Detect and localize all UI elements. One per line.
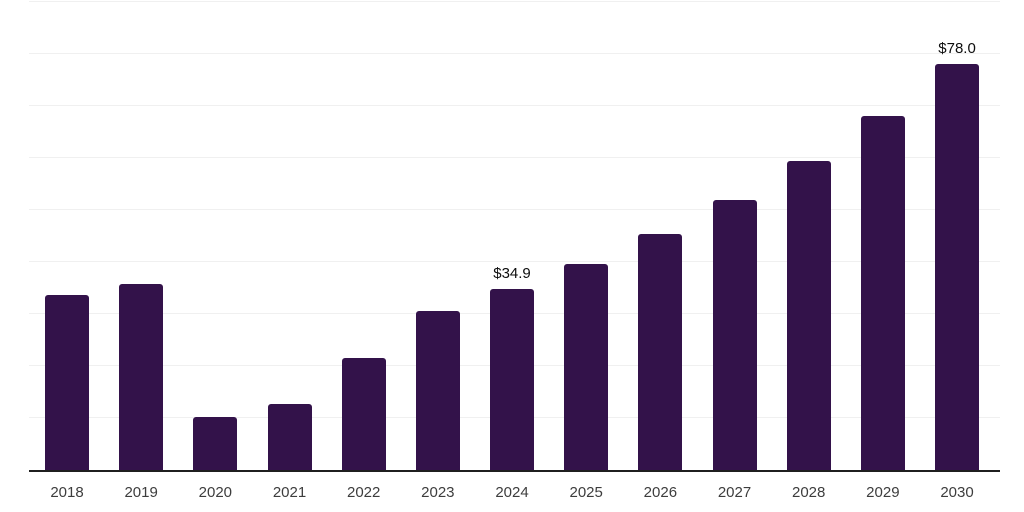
x-tick-label-2023: 2023 <box>421 484 455 501</box>
bar-2028 <box>786 160 831 470</box>
gridline-60 <box>29 157 1000 158</box>
x-tick-label-2022: 2022 <box>346 484 381 501</box>
bar-2020 <box>193 417 238 470</box>
x-tick-label-2028: 2028 <box>792 484 826 501</box>
bar-value-label-2030: $78.0 <box>938 40 976 58</box>
bar-2021 <box>267 404 312 470</box>
bar-2030 <box>935 64 980 470</box>
gridline-90 <box>29 1 1000 2</box>
gridline-50 <box>29 209 1000 210</box>
bar-2022 <box>341 357 386 470</box>
bar-value-label-2024: $34.9 <box>493 264 531 282</box>
gridline-80 <box>29 53 1000 54</box>
x-axis-line <box>29 470 1000 472</box>
bar-2026 <box>638 233 683 470</box>
x-tick-label-2030: 2030 <box>940 484 974 501</box>
gridline-70 <box>29 105 1000 106</box>
plot-area: $34.9 $78.0 <box>29 1 1000 472</box>
bar-2019 <box>119 284 164 470</box>
x-tick-label-2020: 2020 <box>198 484 233 501</box>
x-tick-label-2024: 2024 <box>495 484 529 501</box>
bar-2025 <box>564 263 609 470</box>
x-tick-label-2029: 2029 <box>866 484 900 501</box>
x-tick-label-2019: 2019 <box>124 484 158 501</box>
bar-2023 <box>415 311 460 470</box>
x-tick-label-2021: 2021 <box>272 484 307 501</box>
x-tick-label-2025: 2025 <box>569 484 603 501</box>
bar-2018 <box>45 294 89 470</box>
bar-2027 <box>712 199 757 470</box>
x-tick-label-2018: 2018 <box>50 484 84 501</box>
x-tick-label-2026: 2026 <box>643 484 678 501</box>
x-tick-label-2027: 2027 <box>717 484 752 501</box>
bar-2029 <box>860 115 905 470</box>
gridline-40 <box>29 261 1000 262</box>
bar-2024 <box>490 288 535 470</box>
